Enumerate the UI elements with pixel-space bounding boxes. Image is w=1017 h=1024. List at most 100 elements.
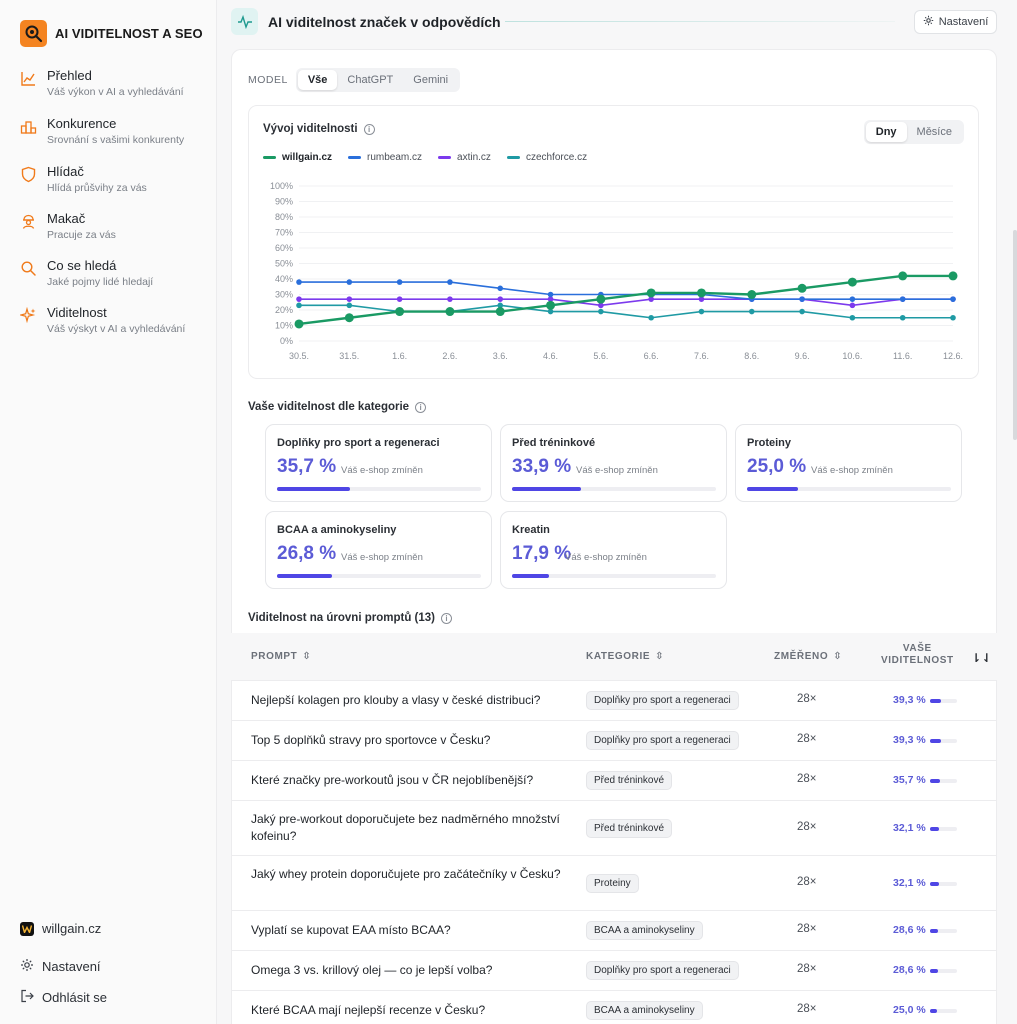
measured-count: 28× — [797, 923, 817, 935]
table-row[interactable]: Jaký pre-workout doporučujete bez nadměr… — [231, 801, 997, 856]
data-point — [596, 294, 606, 304]
visibility-progress-fill — [930, 739, 941, 743]
legend-label: rumbeam.cz — [367, 152, 423, 163]
sparkle-icon — [20, 307, 37, 324]
table-row[interactable]: Nejlepší kolagen pro klouby a vlasy v če… — [231, 681, 997, 721]
column-header-prompt[interactable]: PROMPT ⇳ — [251, 651, 311, 662]
visibility-progress — [930, 739, 957, 743]
scrollbar[interactable] — [1013, 230, 1017, 440]
gear-icon — [923, 15, 934, 29]
category-card[interactable]: BCAA a aminokyseliny 26,8 % Váš e-shop z… — [265, 511, 492, 589]
legend-item[interactable]: willgain.cz — [263, 152, 332, 163]
legend-item[interactable]: czechforce.cz — [506, 152, 587, 163]
settings-button[interactable]: Nastavení — [914, 10, 997, 34]
sidebar-item-konkurence[interactable]: Konkurence Srovnání s vašimi konkurenty — [20, 116, 210, 147]
column-header-label: VAŠE — [902, 643, 932, 654]
data-point — [447, 279, 453, 285]
data-point — [598, 302, 604, 309]
model-option-chatgpt[interactable]: ChatGPT — [347, 74, 394, 86]
sidebar-item-prehled[interactable]: Přehled Váš výkon v AI a vyhledávání — [20, 68, 210, 99]
data-point — [396, 279, 403, 285]
y-tick-label: 30% — [275, 290, 293, 300]
model-filter-label: MODEL — [248, 74, 288, 86]
sort-icon: ⇳ — [655, 651, 665, 662]
y-tick-label: 50% — [275, 259, 293, 269]
data-point — [296, 302, 302, 309]
sidebar-item-title: Co se hledá — [47, 258, 117, 273]
visibility-value: 35,7 % — [893, 774, 926, 786]
sidebar-item-subtitle: Pracuje za vás — [47, 229, 116, 241]
visibility-progress-fill — [930, 699, 941, 703]
data-point — [547, 291, 554, 298]
category-progress — [512, 487, 716, 491]
column-header-measured[interactable]: ZMĚŘENO ⇳ — [774, 651, 842, 662]
data-point — [898, 271, 908, 281]
category-note: Váš e-shop zmíněn — [341, 465, 423, 476]
sidebar-item-makac[interactable]: Makač Pracuje za vás — [20, 211, 210, 242]
range-option-days[interactable]: Dny — [865, 122, 907, 142]
column-header-label: ZMĚŘENO — [774, 651, 829, 662]
prompts-table: PROMPT ⇳ KATEGORIE ⇳ ZMĚŘENO ⇳ VAŠE VIDI… — [231, 633, 997, 1024]
model-option-gemini[interactable]: Gemini — [413, 74, 449, 86]
y-tick-label: 0% — [280, 336, 293, 346]
logout-link[interactable]: Odhlásit se — [20, 989, 107, 1006]
category-card[interactable]: Kreatin 17,9 % Váš e-shop zmíněn — [500, 511, 727, 589]
category-card[interactable]: Před tréninkové 33,9 % Váš e-shop zmíněn — [500, 424, 727, 502]
category-card[interactable]: Doplňky pro sport a regeneraci 35,7 % Vá… — [265, 424, 492, 502]
worker-icon — [20, 213, 37, 230]
column-header-label: PROMPT — [251, 651, 298, 662]
y-tick-label: 90% — [275, 197, 293, 207]
x-tick-label: 6.6. — [644, 351, 659, 361]
prompt-text: Které BCAA mají nejlepší recenze v Česku… — [251, 1003, 486, 1017]
x-tick-label: 5.6. — [593, 351, 608, 361]
chart-title-text: Vývoj viditelnosti — [263, 123, 358, 135]
info-icon[interactable]: i — [441, 612, 452, 624]
brand[interactable]: AI VIDITELNOST A SEO — [20, 20, 203, 47]
category-card[interactable]: Proteiny 25,0 % Váš e-shop zmíněn — [735, 424, 962, 502]
visibility-value: 39,3 % — [893, 734, 926, 746]
info-icon[interactable]: i — [415, 401, 427, 413]
visibility-progress-fill — [930, 929, 938, 933]
visibility-value: 25,0 % — [893, 1004, 926, 1016]
visibility-value: 28,6 % — [893, 924, 926, 936]
info-icon[interactable]: i — [363, 123, 375, 135]
table-row[interactable]: Které značky pre-workoutů jsou v ČR nejo… — [231, 761, 997, 801]
data-point — [346, 302, 353, 309]
category-name: Před tréninkové — [512, 437, 596, 449]
x-tick-label: 2.6. — [442, 351, 457, 361]
settings-link[interactable]: Nastavení — [20, 958, 101, 975]
range-option-months[interactable]: Měsíce — [916, 126, 952, 138]
measured-count: 28× — [797, 733, 817, 745]
model-option-all[interactable]: Vše — [297, 70, 338, 90]
table-row[interactable]: Omega 3 vs. krillový olej — co je lepší … — [231, 951, 997, 991]
x-tick-label: 10.6. — [842, 351, 862, 361]
site-switcher[interactable]: willgain.cz — [20, 921, 101, 936]
category-value: 26,8 % — [277, 543, 337, 564]
sidebar-item-co-se-hleda[interactable]: Co se hledá Jaké pojmy lidé hledají — [20, 258, 210, 289]
table-row[interactable]: Vyplatí se kupovat EAA místo BCAA? BCAA a… — [231, 911, 997, 951]
column-header-category[interactable]: KATEGORIE ⇳ — [586, 651, 664, 662]
visibility-value: 32,1 % — [893, 876, 926, 889]
line-chart-icon — [20, 70, 37, 87]
legend-swatch — [263, 156, 276, 159]
legend-item[interactable]: rumbeam.cz — [348, 152, 422, 163]
measured-count: 28× — [797, 963, 817, 975]
sort-desc-icon[interactable]: ⇂⇃ — [971, 651, 993, 665]
legend-item[interactable]: axtin.cz — [438, 152, 491, 163]
visibility-progress — [930, 699, 957, 703]
table-row[interactable]: Které BCAA mají nejlepší recenze v Česku… — [231, 991, 997, 1024]
visibility-progress — [930, 1009, 957, 1013]
column-header-visibility[interactable]: VAŠE VIDITELNOST — [881, 643, 954, 666]
measured-count: 28× — [797, 693, 817, 705]
data-point — [547, 308, 554, 315]
table-row[interactable]: Jaký whey protein doporučujete pro začát… — [231, 856, 997, 911]
data-point — [748, 308, 755, 315]
table-row[interactable]: Top 5 doplňků stravy pro sportovce v Čes… — [231, 721, 997, 761]
main-content: AI viditelnost značek v odpovědích Nasta… — [217, 0, 1017, 1024]
sidebar-item-hlidac[interactable]: Hlídač Hlídá průšvihy za vás — [20, 164, 210, 195]
visibility-card: MODEL Vše ChatGPT Gemini Vývoj viditelno… — [231, 49, 997, 1024]
sidebar-item-viditelnost[interactable]: Viditelnost Váš výskyt v AI a vyhledávání — [20, 305, 210, 336]
category-name: Doplňky pro sport a regeneraci — [277, 437, 440, 449]
settings-button-label: Nastavení — [938, 16, 989, 28]
data-point — [698, 296, 705, 302]
